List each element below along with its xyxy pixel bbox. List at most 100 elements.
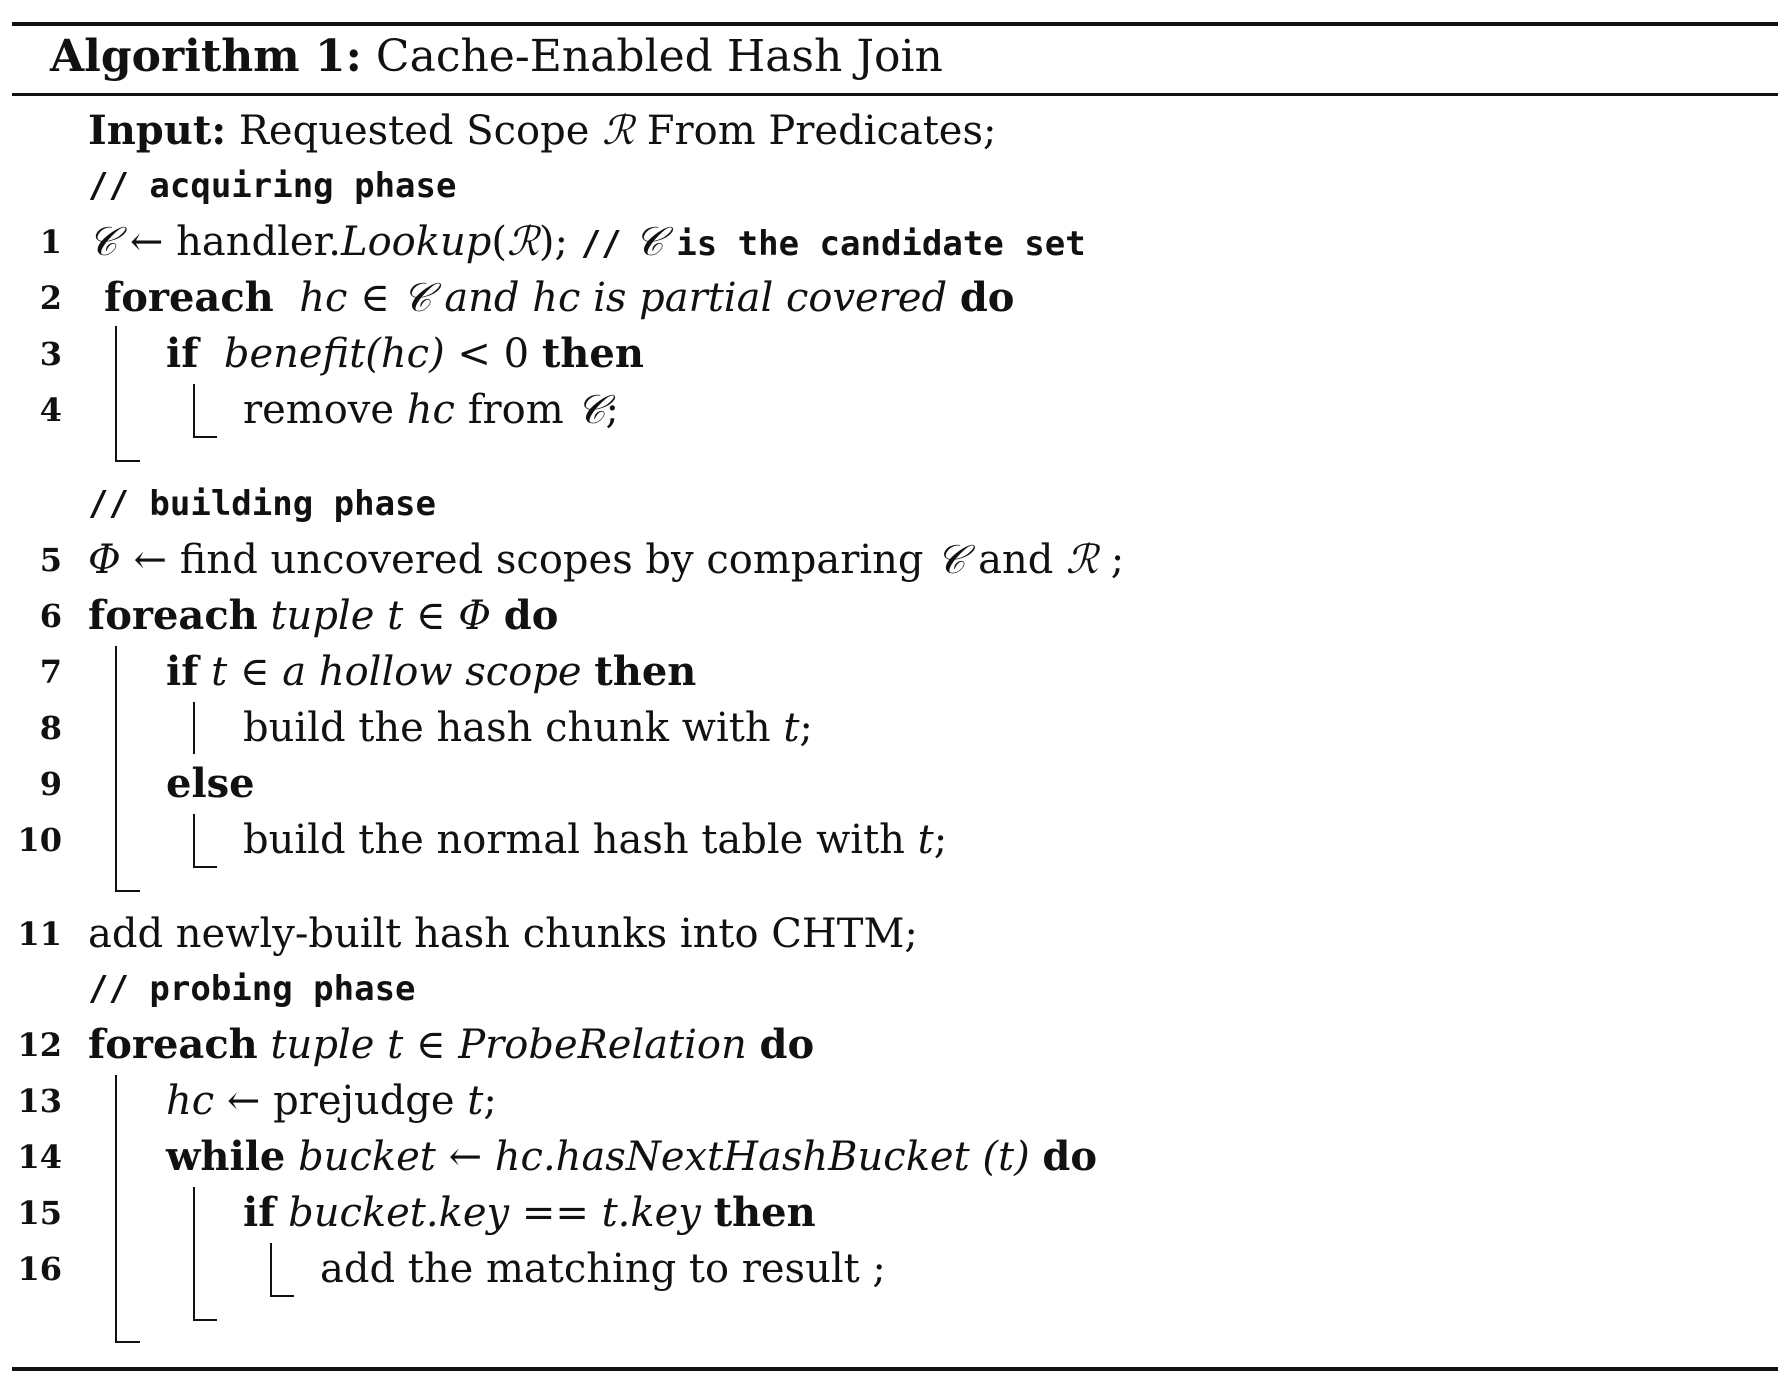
block-bar-foreach-2 [115,646,117,892]
paren-close: ); [538,219,568,265]
element-of: ∈ [415,593,446,639]
input-text-a: Requested Scope [238,108,590,154]
semicolon: ; [1110,537,1125,583]
block-end-else [193,866,217,868]
comment-probing-text: // probing phase [88,969,416,1009]
foreach-keyword: foreach [88,592,258,639]
arrow: ← [448,1134,483,1180]
block-end-foreach-3 [115,1341,140,1343]
input-text-b: From Predicates; [646,108,997,154]
scope-symbol: ℛ [1066,537,1098,583]
benefit-expr: benefit(hc) [223,331,445,377]
do-keyword: do [759,1021,815,1068]
else-keyword: else [166,760,255,807]
semicolon: ; [933,817,948,863]
block-bar-then [193,702,195,754]
line-number: 5 [39,541,62,579]
if-keyword: if [166,648,199,695]
probe-relation: ProbeRelation [458,1022,747,1068]
input-scope-symbol: ℛ [602,108,635,154]
line-number: 9 [39,765,62,803]
algorithm-caption: Algorithm 1: Cache-Enabled Hash Join [50,26,943,88]
caption-rule [12,93,1778,96]
prejudge-text: prejudge [273,1078,455,1124]
candidate-symbol: 𝒞 [88,219,118,265]
block-end-foreach-1 [115,460,140,462]
foreach-keyword: foreach [88,1021,258,1068]
element-of: ∈ [415,1022,446,1068]
hc-var: hc [166,1078,215,1124]
input-label: Input: [88,107,227,154]
has-next-bucket: hc.hasNextHashBucket (t) [494,1134,1030,1180]
line-number: 10 [17,821,62,859]
loop-var: tuple t [270,593,404,639]
then-keyword: then [541,330,644,377]
from-text: from [467,387,564,433]
and-text: and [978,537,1054,583]
block-bar-foreach-1 [115,326,117,462]
line-number: 1 [39,223,62,261]
phi-symbol: Φ [458,593,492,639]
do-keyword: do [1042,1133,1098,1180]
if-keyword: if [166,330,199,377]
hc-var: hc [406,387,455,433]
build-table-text: build the normal hash table with [243,817,905,863]
line-number: 13 [17,1082,62,1120]
top-rule [12,22,1778,26]
line-number: 8 [39,709,62,747]
scope-symbol: ℛ [506,219,539,265]
block-end-if-2 [270,1295,294,1297]
lookup-fn: Lookup [341,219,492,265]
paren-open: ( [491,219,507,265]
line-number: 7 [39,653,62,691]
block-bar-if-2 [270,1243,272,1297]
element-of: ∈ [360,275,390,321]
while-keyword: while [166,1133,286,1180]
hollow-scope-cond: a hollow scope [282,649,582,695]
block-end-if-1 [193,436,217,438]
comment-building-text: // building phase [88,484,436,524]
line-number: 14 [17,1138,62,1176]
block-end-foreach-2 [115,890,140,892]
candidate-symbol: 𝒞 [402,275,432,321]
semicolon: ; [605,387,619,433]
inline-comment-candidate: 𝒞 [634,219,664,265]
arrow: ← [226,1078,261,1124]
line-number: 2 [39,279,62,317]
t-var: t [467,1078,484,1124]
if-keyword: if [243,1189,276,1236]
comment-acquiring-text: // acquiring phase [88,166,457,206]
line-number: 15 [17,1194,62,1232]
find-text: find uncovered scopes by comparing [179,537,924,583]
block-bar-foreach-3 [115,1075,117,1343]
do-keyword: do [959,274,1015,321]
t-var: t [917,817,934,863]
semicolon: ; [483,1078,497,1124]
key-compare: bucket.key == t.key [288,1190,701,1236]
foreach-keyword: foreach [104,274,274,321]
block-bar-while [193,1187,195,1321]
loop-var: tuple t [270,1022,404,1068]
less-than-zero: < 0 [457,331,530,377]
arrow: ← [129,219,164,265]
line-number: 11 [17,915,62,953]
semicolon: ; [799,705,813,751]
do-keyword: do [503,592,559,639]
line-number: 16 [17,1250,62,1288]
add-matching-text: add the matching to result ; [320,1246,886,1292]
candidate-symbol: 𝒞 [576,387,606,433]
handler-text: handler. [176,219,342,265]
line-number: 3 [39,335,62,373]
bucket-var: bucket [298,1134,436,1180]
t-var: t [783,705,800,751]
element-of: ∈ [239,649,270,695]
block-end-while [193,1319,217,1321]
add-chunks-text: add newly-built hash chunks into CHTM; [88,911,918,957]
line-number: 6 [39,597,62,635]
algorithm-label: Algorithm 1: [50,31,362,82]
t-var: t [211,649,228,695]
line-number: 12 [17,1026,62,1064]
then-keyword: then [713,1189,816,1236]
algorithm-title: Cache-Enabled Hash Join [375,31,943,82]
